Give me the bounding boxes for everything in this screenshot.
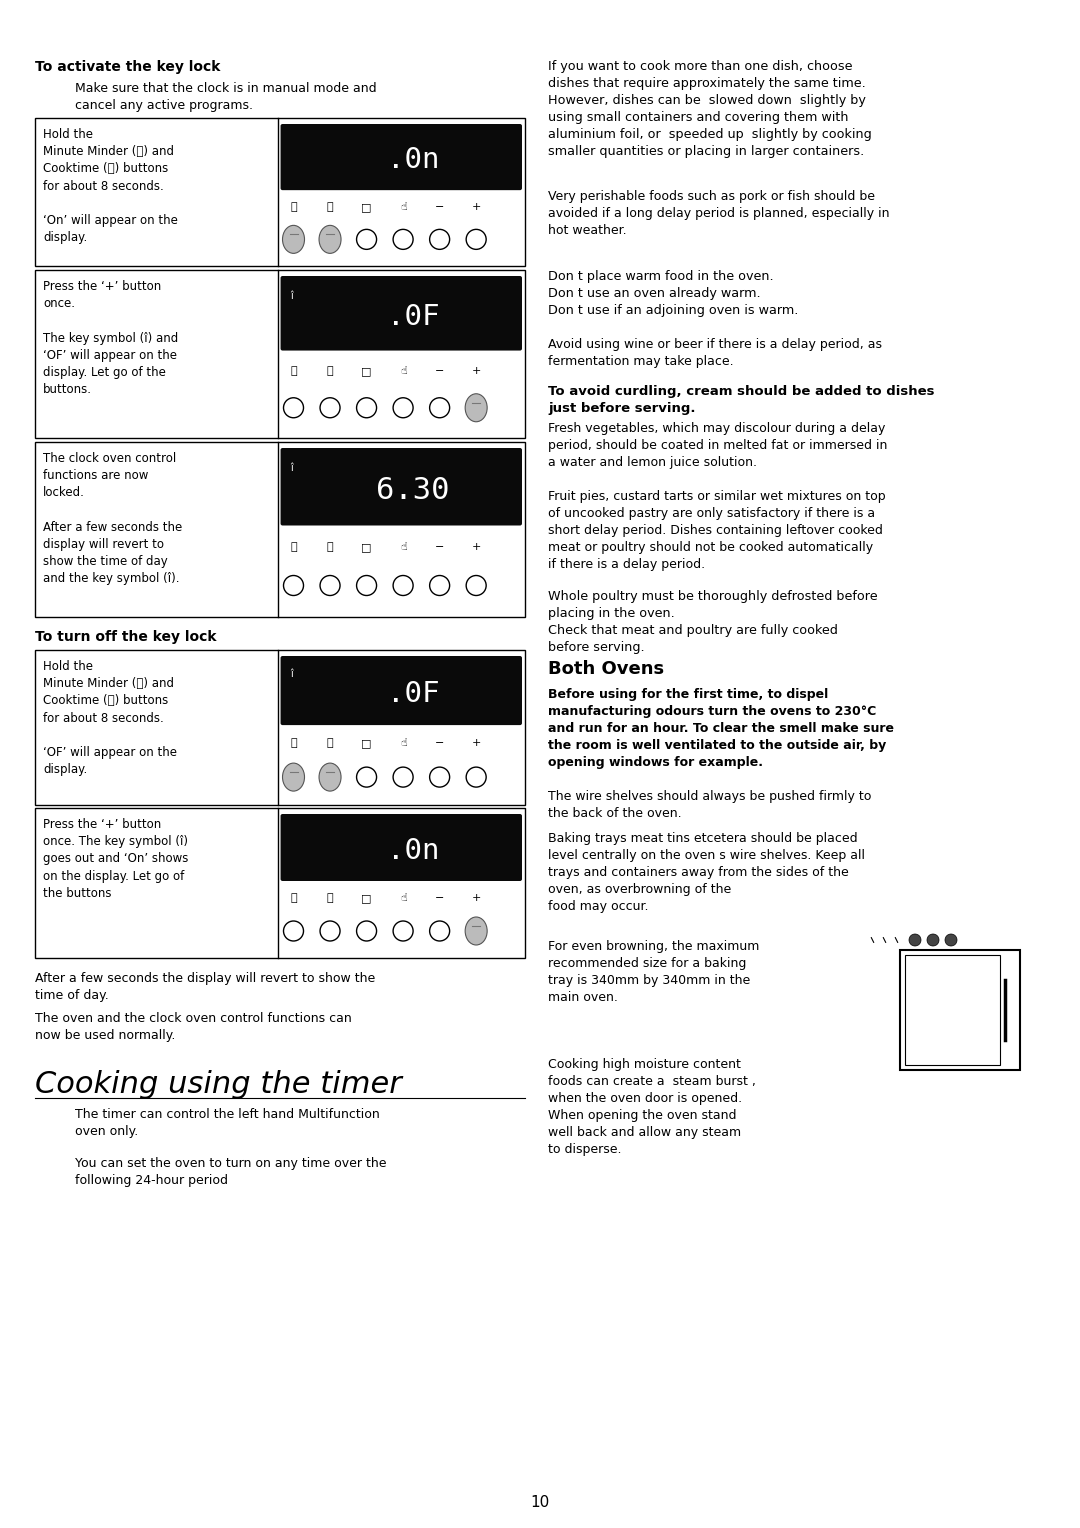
Text: To turn off the key lock: To turn off the key lock bbox=[35, 630, 216, 643]
Bar bbox=[35, 808, 525, 958]
Text: ☝: ☝ bbox=[400, 542, 406, 552]
Text: ☝: ☝ bbox=[400, 202, 406, 212]
Bar bbox=[35, 649, 525, 805]
Text: 10: 10 bbox=[530, 1494, 550, 1510]
Text: ⧉: ⧉ bbox=[327, 202, 334, 212]
Text: ☝: ☝ bbox=[400, 365, 406, 376]
FancyBboxPatch shape bbox=[281, 656, 522, 726]
Text: 6.30: 6.30 bbox=[377, 475, 450, 504]
FancyBboxPatch shape bbox=[281, 124, 522, 189]
Text: î: î bbox=[291, 669, 294, 680]
Text: □: □ bbox=[362, 738, 372, 749]
Text: Hold the
Minute Minder (⛔) and
Cooktime (⧉) buttons
for about 8 seconds.

‘OF’ w: Hold the Minute Minder (⛔) and Cooktime … bbox=[43, 660, 177, 776]
Text: Make sure that the clock is in manual mode and
cancel any active programs.: Make sure that the clock is in manual mo… bbox=[75, 83, 377, 112]
Text: ⛔: ⛔ bbox=[291, 892, 297, 903]
Circle shape bbox=[909, 934, 921, 946]
Text: Whole poultry must be thoroughly defrosted before
placing in the oven.
Check tha: Whole poultry must be thoroughly defrost… bbox=[548, 590, 878, 654]
Ellipse shape bbox=[319, 762, 341, 792]
Text: Cooking using the timer: Cooking using the timer bbox=[35, 1070, 402, 1099]
Text: ⧉: ⧉ bbox=[327, 365, 334, 376]
Text: −: − bbox=[435, 202, 444, 212]
Text: ⛔: ⛔ bbox=[291, 202, 297, 212]
Text: .0F: .0F bbox=[387, 680, 440, 707]
Text: The oven and the clock oven control functions can
now be used normally.: The oven and the clock oven control func… bbox=[35, 1012, 352, 1042]
Text: −: − bbox=[435, 365, 444, 376]
Text: ⛔: ⛔ bbox=[291, 542, 297, 552]
Text: You can set the oven to turn on any time over the
following 24-hour period: You can set the oven to turn on any time… bbox=[75, 1157, 387, 1187]
Text: Don t place warm food in the oven.
Don t use an oven already warm.
Don t use if : Don t place warm food in the oven. Don t… bbox=[548, 270, 798, 316]
Text: ⧉: ⧉ bbox=[327, 542, 334, 552]
Circle shape bbox=[945, 934, 957, 946]
Text: The clock oven control
functions are now
locked.

After a few seconds the
displa: The clock oven control functions are now… bbox=[43, 452, 183, 585]
Bar bbox=[905, 955, 1000, 1065]
Text: +: + bbox=[472, 365, 481, 376]
Text: ⧉: ⧉ bbox=[327, 892, 334, 903]
Text: To avoid curdling, cream should be added to dishes
just before serving.: To avoid curdling, cream should be added… bbox=[548, 385, 934, 416]
Text: □: □ bbox=[362, 892, 372, 903]
Text: ☝: ☝ bbox=[400, 738, 406, 749]
Text: .0n: .0n bbox=[387, 147, 440, 174]
Text: The timer can control the left hand Multifunction
oven only.: The timer can control the left hand Mult… bbox=[75, 1108, 380, 1138]
Text: î: î bbox=[291, 290, 294, 301]
Text: Very perishable foods such as pork or fish should be
avoided if a long delay per: Very perishable foods such as pork or fi… bbox=[548, 189, 890, 237]
Text: ⛔: ⛔ bbox=[291, 365, 297, 376]
Ellipse shape bbox=[465, 394, 487, 422]
Text: Press the ‘+’ button
once.

The key symbol (î) and
‘OF’ will appear on the
displ: Press the ‘+’ button once. The key symbo… bbox=[43, 280, 178, 396]
Ellipse shape bbox=[465, 917, 487, 944]
Bar bbox=[35, 442, 525, 617]
Bar bbox=[35, 270, 525, 439]
Text: .0n: .0n bbox=[387, 837, 440, 865]
Text: +: + bbox=[472, 202, 481, 212]
Text: .0F: .0F bbox=[387, 303, 440, 330]
Text: Fruit pies, custard tarts or similar wet mixtures on top
of uncooked pastry are : Fruit pies, custard tarts or similar wet… bbox=[548, 490, 886, 571]
Text: □: □ bbox=[362, 542, 372, 552]
Circle shape bbox=[927, 934, 939, 946]
Text: +: + bbox=[472, 892, 481, 903]
Text: ☝: ☝ bbox=[400, 892, 406, 903]
Bar bbox=[900, 950, 1020, 1070]
Text: To activate the key lock: To activate the key lock bbox=[35, 60, 220, 73]
Text: −: − bbox=[435, 738, 444, 749]
Text: Baking trays meat tins etcetera should be placed
level centrally on the oven s w: Baking trays meat tins etcetera should b… bbox=[548, 833, 865, 914]
Text: +: + bbox=[472, 542, 481, 552]
Text: Cooking high moisture content
foods can create a  steam burst ,
when the oven do: Cooking high moisture content foods can … bbox=[548, 1057, 756, 1157]
Ellipse shape bbox=[283, 225, 305, 254]
Text: −: − bbox=[435, 892, 444, 903]
Bar bbox=[35, 118, 525, 266]
Text: Avoid using wine or beer if there is a delay period, as
fermentation may take pl: Avoid using wine or beer if there is a d… bbox=[548, 338, 882, 368]
FancyBboxPatch shape bbox=[281, 448, 522, 526]
Text: ⧉: ⧉ bbox=[327, 738, 334, 749]
FancyBboxPatch shape bbox=[281, 814, 522, 882]
Ellipse shape bbox=[283, 762, 305, 792]
Text: −: − bbox=[435, 542, 444, 552]
Text: □: □ bbox=[362, 365, 372, 376]
Text: +: + bbox=[472, 738, 481, 749]
Text: □: □ bbox=[362, 202, 372, 212]
Text: For even browning, the maximum
recommended size for a baking
tray is 340mm by 34: For even browning, the maximum recommend… bbox=[548, 940, 759, 1004]
Text: Both Ovens: Both Ovens bbox=[548, 660, 664, 678]
FancyBboxPatch shape bbox=[281, 277, 522, 350]
Text: Press the ‘+’ button
once. The key symbol (î)
goes out and ‘On’ shows
on the dis: Press the ‘+’ button once. The key symbo… bbox=[43, 817, 188, 900]
Text: î: î bbox=[291, 463, 294, 474]
Text: If you want to cook more than one dish, choose
dishes that require approximately: If you want to cook more than one dish, … bbox=[548, 60, 872, 157]
Text: The wire shelves should always be pushed firmly to
the back of the oven.: The wire shelves should always be pushed… bbox=[548, 790, 872, 821]
Text: Hold the
Minute Minder (⛔) and
Cooktime (⧉) buttons
for about 8 seconds.

‘On’ w: Hold the Minute Minder (⛔) and Cooktime … bbox=[43, 128, 178, 244]
Text: Before using for the first time, to dispel
manufacturing odours turn the ovens t: Before using for the first time, to disp… bbox=[548, 688, 894, 769]
Text: ⛔: ⛔ bbox=[291, 738, 297, 749]
Text: Fresh vegetables, which may discolour during a delay
period, should be coated in: Fresh vegetables, which may discolour du… bbox=[548, 422, 888, 469]
Text: After a few seconds the display will revert to show the
time of day.: After a few seconds the display will rev… bbox=[35, 972, 375, 1002]
Ellipse shape bbox=[319, 225, 341, 254]
